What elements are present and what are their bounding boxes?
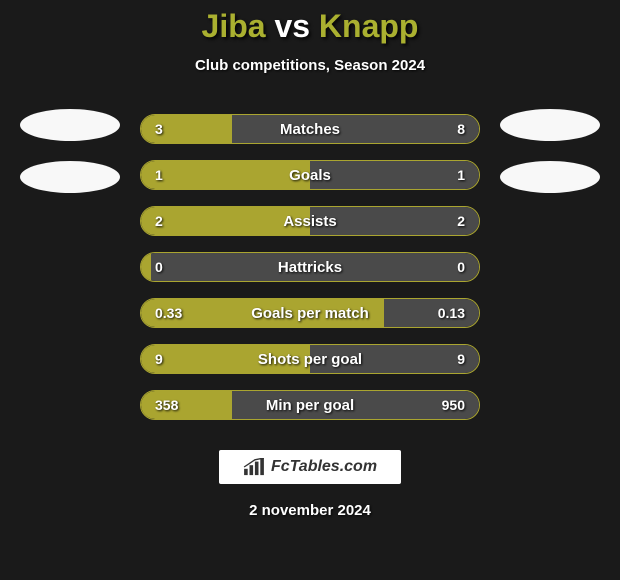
right-avatars <box>500 109 600 193</box>
avatar <box>20 161 120 193</box>
stat-row: 11Goals <box>140 160 480 190</box>
stat-row: 00Hattricks <box>140 252 480 282</box>
stat-row: 99Shots per goal <box>140 344 480 374</box>
left-avatars <box>20 109 120 193</box>
avatar <box>500 161 600 193</box>
content-row: 38Matches 11Goals 22Assists 00Hattricks 0.33… <box>0 114 620 420</box>
stat-row: 22Assists <box>140 206 480 236</box>
stat-label: Min per goal <box>141 397 479 414</box>
stat-label: Shots per goal <box>141 351 479 368</box>
subtitle: Club competitions, Season 2024 <box>195 57 425 74</box>
stat-label: Matches <box>141 121 479 138</box>
stat-label: Assists <box>141 213 479 230</box>
stat-row: 358950Min per goal <box>140 390 480 420</box>
comparison-card: Jiba vs Knapp Club competitions, Season … <box>0 0 620 580</box>
player2-name: Knapp <box>319 8 419 44</box>
date-label: 2 november 2024 <box>249 502 371 519</box>
player1-name: Jiba <box>202 8 266 44</box>
chart-icon <box>243 458 265 476</box>
avatar <box>20 109 120 141</box>
vs-separator: vs <box>274 8 310 44</box>
stat-label: Hattricks <box>141 259 479 276</box>
page-title: Jiba vs Knapp <box>202 8 419 45</box>
brand-badge: FcTables.com <box>219 450 401 484</box>
stat-label: Goals <box>141 167 479 184</box>
stat-label: Goals per match <box>141 305 479 322</box>
stat-row: 38Matches <box>140 114 480 144</box>
stat-row: 0.330.13Goals per match <box>140 298 480 328</box>
stats-list: 38Matches 11Goals 22Assists 00Hattricks 0.33… <box>140 114 480 420</box>
avatar <box>500 109 600 141</box>
brand-text: FcTables.com <box>271 458 377 476</box>
